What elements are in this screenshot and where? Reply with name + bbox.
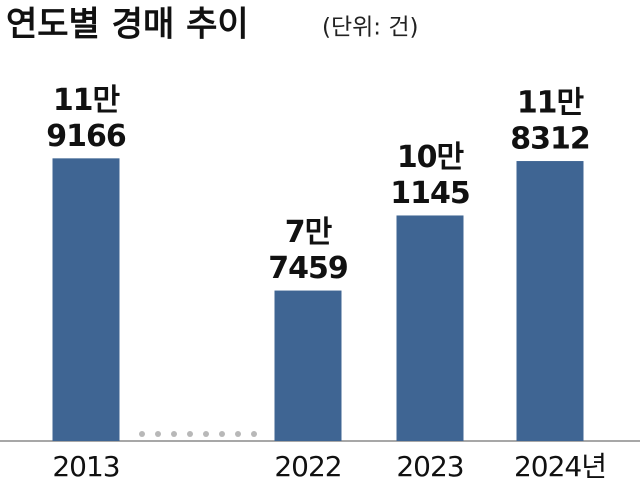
value-label: 9166 — [46, 119, 126, 154]
x-tick-label: 2022 — [274, 450, 341, 483]
bar — [516, 161, 584, 441]
value-label: 7만 — [285, 215, 333, 250]
bar — [52, 158, 120, 441]
value-label: 8312 — [510, 122, 590, 157]
x-tick-label: 2013 — [52, 450, 119, 483]
value-label: 11만 — [517, 86, 585, 121]
x-tick-label: 2024년 — [514, 450, 606, 483]
value-label: 1145 — [390, 176, 470, 211]
axis-break — [139, 431, 257, 437]
bar — [274, 290, 342, 441]
value-label: 7459 — [268, 251, 348, 286]
value-label: 11만 — [53, 83, 121, 118]
chart-subtitle: (단위: 건) — [322, 15, 419, 41]
chart-title: 연도별 경매 추이 — [6, 5, 249, 45]
value-label: 10만 — [397, 140, 465, 175]
x-tick-label: 2023 — [396, 450, 463, 483]
bar — [396, 215, 464, 441]
